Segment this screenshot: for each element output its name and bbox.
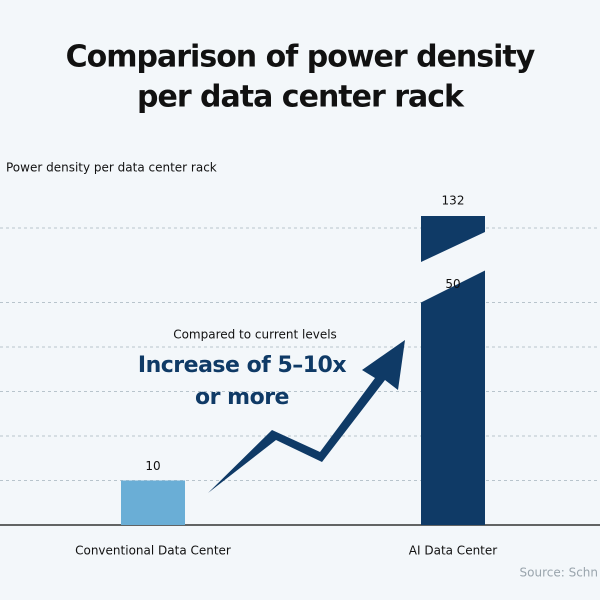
arrow — [208, 340, 405, 493]
x-tick-label: AI Data Center — [409, 544, 497, 558]
bar — [121, 480, 185, 525]
value-label: 132 — [442, 194, 465, 208]
value-label: 50 — [445, 277, 460, 291]
annotation-headline: or more — [195, 385, 289, 410]
bar — [421, 270, 485, 525]
chart-title: per data center rack — [137, 80, 465, 115]
source: Source: Schn — [520, 566, 599, 580]
x-tick-label: Conventional Data Center — [75, 544, 231, 558]
chart-title: Comparison of power density — [66, 40, 536, 75]
value-label: 10 — [145, 459, 160, 473]
bar-extension — [421, 216, 485, 262]
annotation-headline: Increase of 5–10x — [138, 353, 346, 378]
y-axis-label: Power density per data center rack — [6, 161, 217, 175]
annotation-subtitle: Compared to current levels — [173, 328, 337, 342]
